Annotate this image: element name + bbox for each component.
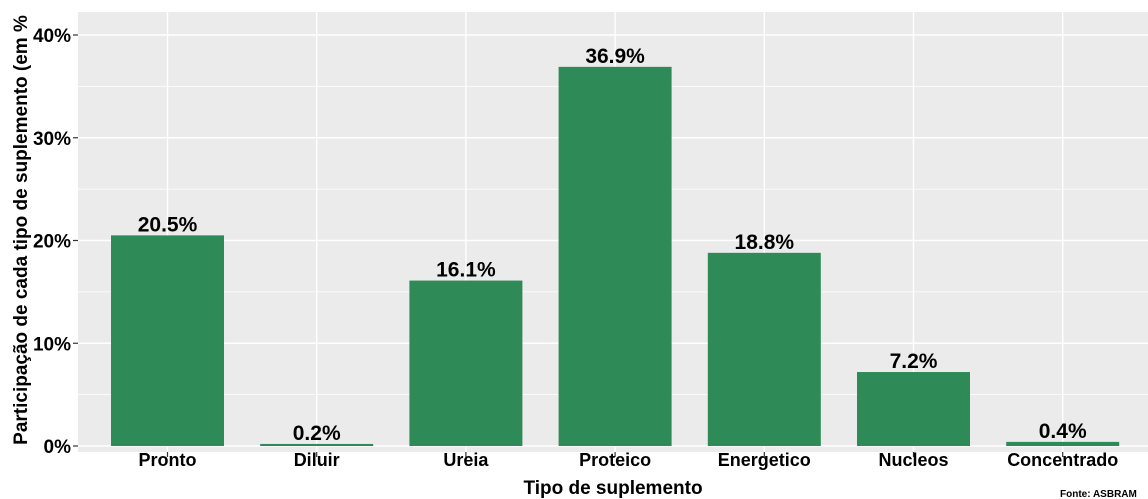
data-labels: 20.5% 0.2% 16.1% 36.9% 18.8% 7.2% 0.4% xyxy=(138,45,1087,445)
x-axis: Pronto Diluir Ureia Proteico Energetico Nucle… xyxy=(139,450,1119,470)
data-label: 36.9% xyxy=(585,45,645,68)
x-tick-label: Ureia xyxy=(443,450,489,470)
bar-ureia xyxy=(409,280,523,446)
x-axis-title: Tipo de suplemento xyxy=(523,478,702,499)
bar-proteico xyxy=(558,66,672,446)
x-tick-label: Energetico xyxy=(718,450,811,470)
x-tick-label: Nucleos xyxy=(878,450,948,470)
x-tick-label: Diluir xyxy=(294,450,340,470)
data-label: 7.2% xyxy=(890,350,938,373)
y-tick-label: 30% xyxy=(33,129,71,150)
bar-concentrado xyxy=(1006,441,1120,446)
x-tick-label: Pronto xyxy=(139,450,197,470)
bars xyxy=(111,66,1120,446)
bar-diluir xyxy=(260,443,374,446)
data-label: 0.4% xyxy=(1039,420,1087,443)
source-note: Fonte: ASBRAM xyxy=(1060,489,1137,499)
data-label: 16.1% xyxy=(436,259,496,282)
y-axis: 0% 10% 20% 30% 40% xyxy=(33,26,78,458)
x-tick-label: Concentrado xyxy=(1007,450,1118,470)
x-tick-label: Proteico xyxy=(579,450,651,470)
y-tick-label: 20% xyxy=(33,232,71,253)
data-label: 0.2% xyxy=(293,422,341,445)
y-tick-label: 40% xyxy=(33,26,71,47)
y-tick-label: 10% xyxy=(33,334,71,355)
bar-nucleos xyxy=(857,372,970,446)
bar-pronto xyxy=(111,235,224,446)
y-axis-title: Participação de cada tipo de suplemento … xyxy=(11,15,32,445)
data-label: 20.5% xyxy=(138,213,198,236)
data-label: 18.8% xyxy=(735,231,795,254)
y-tick-label: 0% xyxy=(44,437,72,458)
bar-energetico xyxy=(707,252,821,446)
